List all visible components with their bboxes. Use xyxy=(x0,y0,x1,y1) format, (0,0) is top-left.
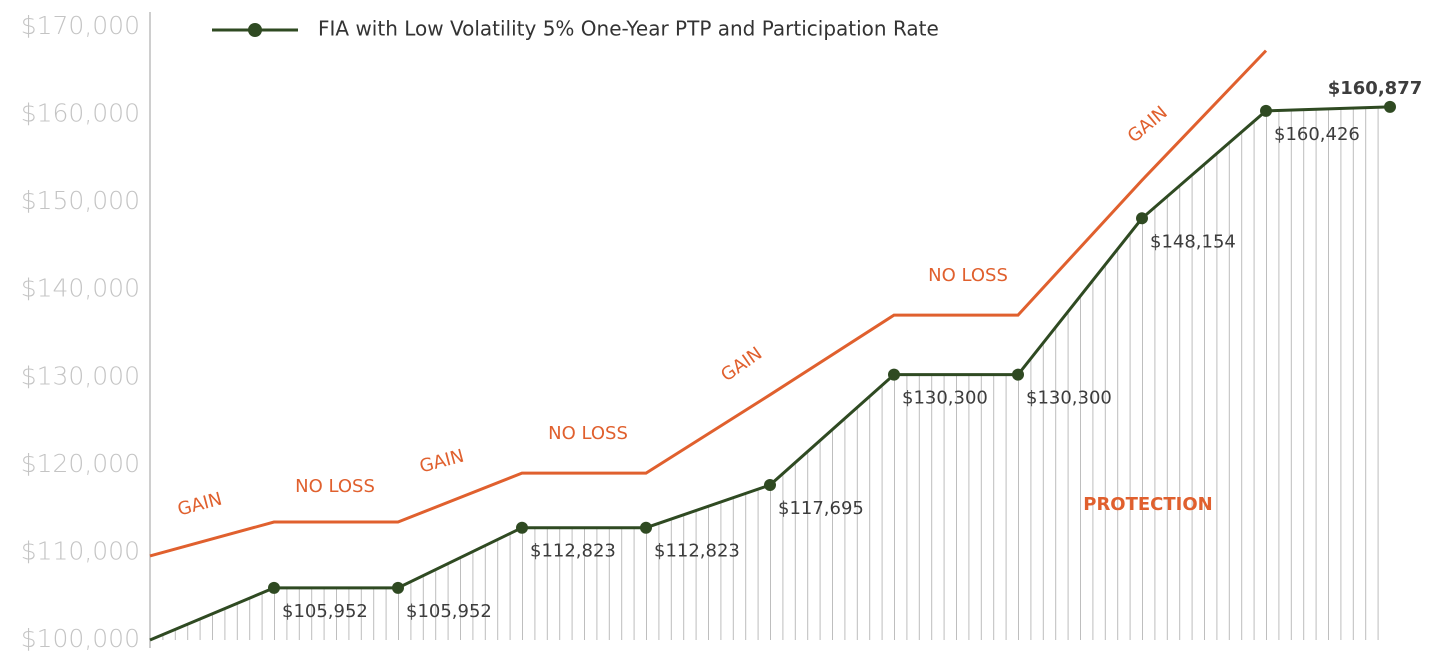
legend-marker xyxy=(248,23,262,37)
area-hatch xyxy=(150,106,1390,640)
value-label: $112,823 xyxy=(654,541,740,562)
marker xyxy=(764,479,776,492)
y-tick-label: $170,000 xyxy=(21,11,140,40)
y-tick-label: $130,000 xyxy=(21,361,140,390)
annotation: NO LOSS xyxy=(295,476,375,497)
y-tick-label: $100,000 xyxy=(21,624,140,652)
annotation: GAIN xyxy=(175,489,224,521)
value-label: $148,154 xyxy=(1150,231,1236,252)
marker xyxy=(1136,212,1148,225)
y-tick-label: $110,000 xyxy=(21,536,140,565)
value-label: $130,300 xyxy=(1026,388,1112,409)
annotation: NO LOSS xyxy=(928,265,1008,286)
marker xyxy=(1012,368,1024,381)
marker xyxy=(1260,104,1272,117)
marker xyxy=(888,368,900,381)
marker xyxy=(640,521,652,534)
y-tick-label: $140,000 xyxy=(21,274,140,303)
y-tick-label: $150,000 xyxy=(21,186,140,215)
value-label: $112,823 xyxy=(530,541,616,562)
value-label: $105,952 xyxy=(282,601,368,622)
value-label: $160,877 xyxy=(1328,78,1423,99)
value-label: $130,300 xyxy=(902,388,988,409)
annotation: GAIN xyxy=(417,446,466,478)
marker xyxy=(516,521,528,534)
series-line xyxy=(149,49,1268,558)
value-label: $160,426 xyxy=(1274,124,1360,145)
value-label: $105,952 xyxy=(406,601,492,622)
legend-label: FIA with Low Volatility 5% One-Year PTP … xyxy=(318,17,939,41)
marker xyxy=(268,581,280,594)
value-label: $117,695 xyxy=(778,498,864,519)
marker xyxy=(392,581,404,594)
marker xyxy=(1384,100,1396,113)
annotation: GAIN xyxy=(717,343,766,386)
y-tick-label: $120,000 xyxy=(21,449,140,478)
annotation: PROTECTION xyxy=(1083,494,1212,515)
annotation: GAIN xyxy=(1124,102,1172,147)
annotation: NO LOSS xyxy=(548,423,628,444)
y-tick-label: $160,000 xyxy=(21,99,140,128)
